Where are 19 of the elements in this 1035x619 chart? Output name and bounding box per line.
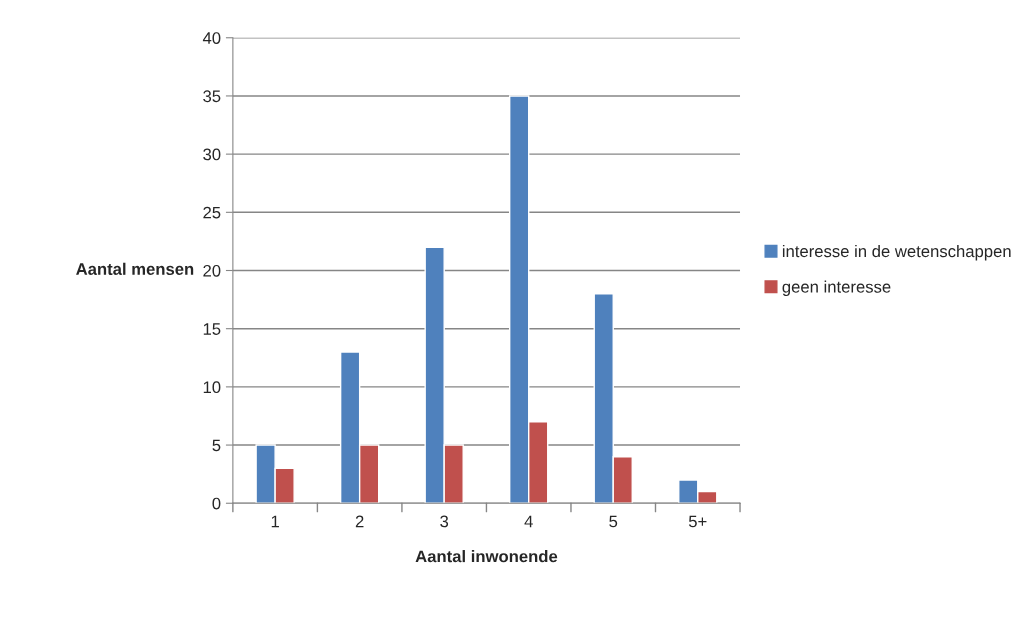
x-axis-title: Aantal inwonende xyxy=(415,550,558,563)
y-axis-title: Aantal mensen xyxy=(76,262,194,275)
y-tick-label: 35 xyxy=(203,90,221,103)
x-tick-label: 2 xyxy=(355,515,364,528)
x-tick-label: 5+ xyxy=(688,515,707,528)
y-tick-label: 5 xyxy=(212,439,221,452)
y-tick-label: 20 xyxy=(203,264,221,277)
y-tick-label: 0 xyxy=(212,497,221,510)
x-tick-label: 4 xyxy=(524,515,533,528)
y-tick-label: 15 xyxy=(203,323,221,335)
x-tick-label: 3 xyxy=(440,515,449,528)
y-tick-label: 10 xyxy=(203,381,221,394)
legend-label: geen interesse xyxy=(782,280,891,297)
y-tick-label: 25 xyxy=(203,206,221,219)
legend-label: interesse in de wetenschappen xyxy=(782,244,1011,261)
y-tick-label: 40 xyxy=(202,32,221,44)
x-tick-label: 1 xyxy=(271,515,279,528)
y-tick-label: 30 xyxy=(203,148,221,161)
x-tick-label: 5 xyxy=(609,515,618,528)
